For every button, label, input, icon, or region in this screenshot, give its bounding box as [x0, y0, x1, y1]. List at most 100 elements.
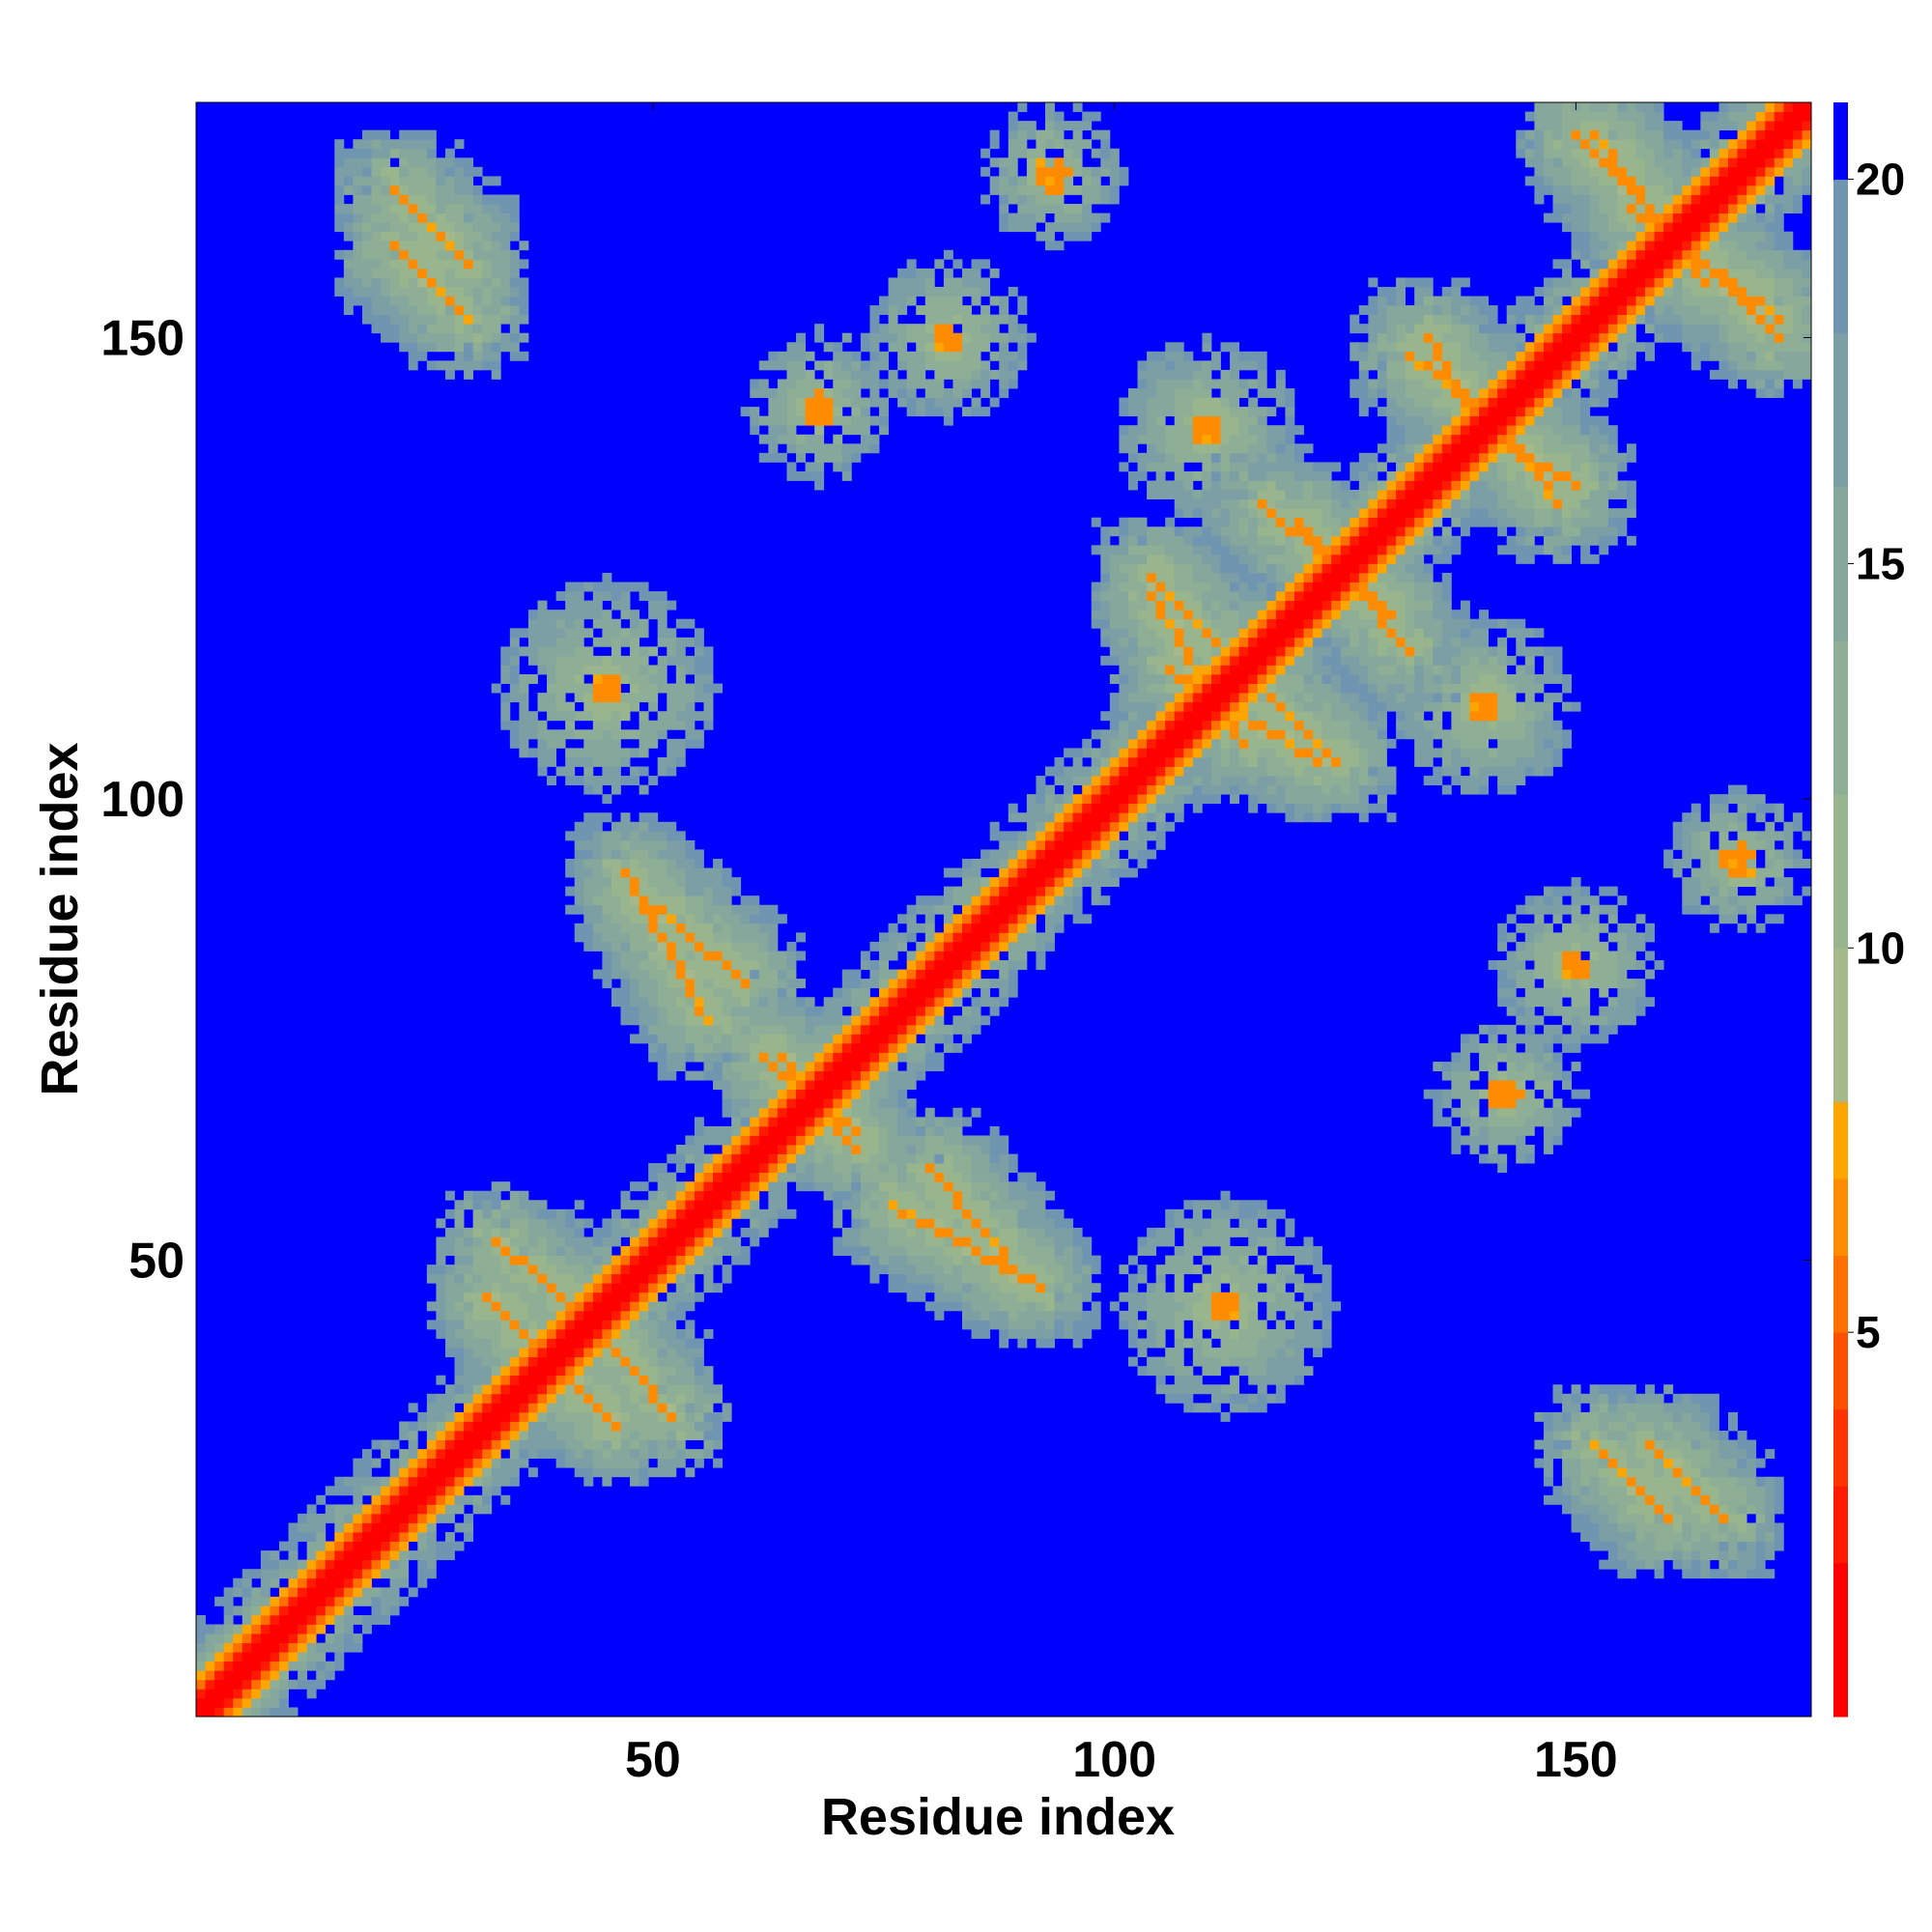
heatmap-cell — [1654, 1458, 1664, 1468]
heatmap-cell — [860, 1006, 870, 1016]
heatmap-cell — [934, 997, 945, 1008]
heatmap-cell — [1100, 794, 1129, 805]
heatmap-cell — [916, 979, 945, 989]
heatmap-cell — [325, 1486, 354, 1496]
heatmap-cell — [888, 1034, 898, 1044]
heatmap-cell — [1524, 1006, 1535, 1016]
heatmap-cell — [962, 1292, 991, 1302]
heatmap-cell — [592, 1236, 603, 1247]
heatmap-cell — [823, 1117, 834, 1127]
heatmap-cell — [1737, 831, 1757, 841]
heatmap-cell — [602, 729, 612, 740]
heatmap-cell — [1423, 628, 1443, 639]
heatmap-cell — [1460, 1034, 1470, 1044]
heatmap-cell — [1100, 563, 1111, 574]
heatmap-cell — [1765, 858, 1776, 868]
heatmap-cell — [989, 1125, 1000, 1136]
heatmap-cell — [1238, 637, 1249, 647]
heatmap-cell — [1562, 1486, 1572, 1496]
heatmap-cell — [934, 960, 963, 970]
heatmap-cell — [1423, 296, 1434, 306]
heatmap-cell — [1285, 812, 1295, 823]
heatmap-cell — [685, 886, 704, 896]
heatmap-cell — [1220, 508, 1231, 519]
heatmap-cell — [233, 1634, 243, 1644]
heatmap-cell — [611, 997, 631, 1008]
heatmap-cell — [1137, 415, 1148, 426]
heatmap-cell — [1266, 1310, 1277, 1321]
heatmap-cell — [500, 1320, 511, 1330]
heatmap-cell — [537, 701, 557, 712]
heatmap-cell — [731, 1125, 742, 1136]
heatmap-cell — [1275, 1283, 1286, 1293]
heatmap-cell — [1645, 305, 1655, 316]
heatmap-cell — [1709, 803, 1729, 813]
heatmap-cell — [1072, 904, 1083, 915]
heatmap-cell — [371, 1559, 382, 1570]
heatmap-cell — [500, 1283, 529, 1293]
heatmap-cell — [436, 1449, 446, 1460]
heatmap-cell — [1238, 628, 1249, 639]
heatmap-cell — [943, 886, 953, 896]
heatmap-cell — [952, 1264, 963, 1275]
heatmap-cell — [1737, 360, 1757, 371]
heatmap-cell — [1728, 1411, 1738, 1422]
heatmap-cell — [592, 1375, 621, 1385]
heatmap-cell — [1663, 332, 1683, 343]
heatmap-cell — [1552, 1006, 1591, 1016]
heatmap-cell — [547, 1246, 557, 1256]
heatmap-cell — [1054, 1283, 1065, 1293]
heatmap-cell — [906, 332, 935, 343]
heatmap-cell — [1469, 1034, 1480, 1044]
heatmap-cell — [620, 1393, 631, 1404]
heatmap-cell — [1747, 324, 1766, 334]
heatmap-cell — [214, 1661, 225, 1671]
heatmap-cell — [1155, 1328, 1166, 1339]
heatmap-cell — [1119, 674, 1129, 684]
heatmap-cell — [1386, 470, 1397, 481]
heatmap-cell — [1377, 637, 1397, 647]
heatmap-cell — [1165, 582, 1176, 592]
heatmap-cell — [1119, 839, 1148, 850]
heatmap-cell — [1109, 831, 1120, 841]
heatmap-cell — [298, 1577, 308, 1588]
heatmap-cell — [1599, 1522, 1618, 1533]
heatmap-cell — [1044, 923, 1055, 933]
heatmap-cell — [869, 415, 880, 426]
heatmap-cell — [1700, 342, 1711, 353]
heatmap-cell — [1109, 784, 1138, 795]
heatmap-cell — [962, 1208, 972, 1219]
heatmap-cell — [1331, 756, 1342, 767]
heatmap-cell — [1266, 1356, 1304, 1367]
heatmap-cell — [399, 1486, 410, 1496]
heatmap-cell — [1183, 794, 1221, 805]
heatmap-cell — [1174, 693, 1184, 703]
heatmap-cell — [1368, 720, 1387, 730]
heatmap-cell — [1350, 462, 1369, 472]
heatmap-cell — [1202, 600, 1212, 611]
heatmap-cell — [1358, 674, 1369, 684]
heatmap-cell — [1313, 563, 1323, 574]
heatmap-cell — [1238, 618, 1249, 629]
heatmap-cell — [464, 305, 474, 316]
heatmap-cell — [814, 1163, 834, 1174]
heatmap-cell — [1617, 951, 1636, 961]
heatmap-cell — [630, 1246, 639, 1256]
heatmap-cell — [1155, 821, 1166, 832]
heatmap-cell — [1552, 1393, 1563, 1404]
heatmap-cell — [639, 1246, 649, 1256]
heatmap-cell — [1672, 1467, 1683, 1478]
heatmap-cell — [1165, 351, 1184, 361]
heatmap-cell — [1774, 305, 1794, 316]
heatmap-cell — [343, 1642, 363, 1653]
heatmap-cell — [1036, 831, 1046, 841]
heatmap-cell — [1017, 324, 1028, 334]
heatmap-cell — [1469, 655, 1480, 666]
heatmap-cell — [1552, 554, 1572, 564]
heatmap-cell — [1645, 351, 1655, 361]
heatmap-cell — [1396, 729, 1406, 740]
heatmap-cell — [1183, 535, 1194, 546]
heatmap-cell — [298, 1587, 308, 1598]
heatmap-cell — [1433, 535, 1443, 546]
heatmap-cell — [1690, 1522, 1719, 1533]
